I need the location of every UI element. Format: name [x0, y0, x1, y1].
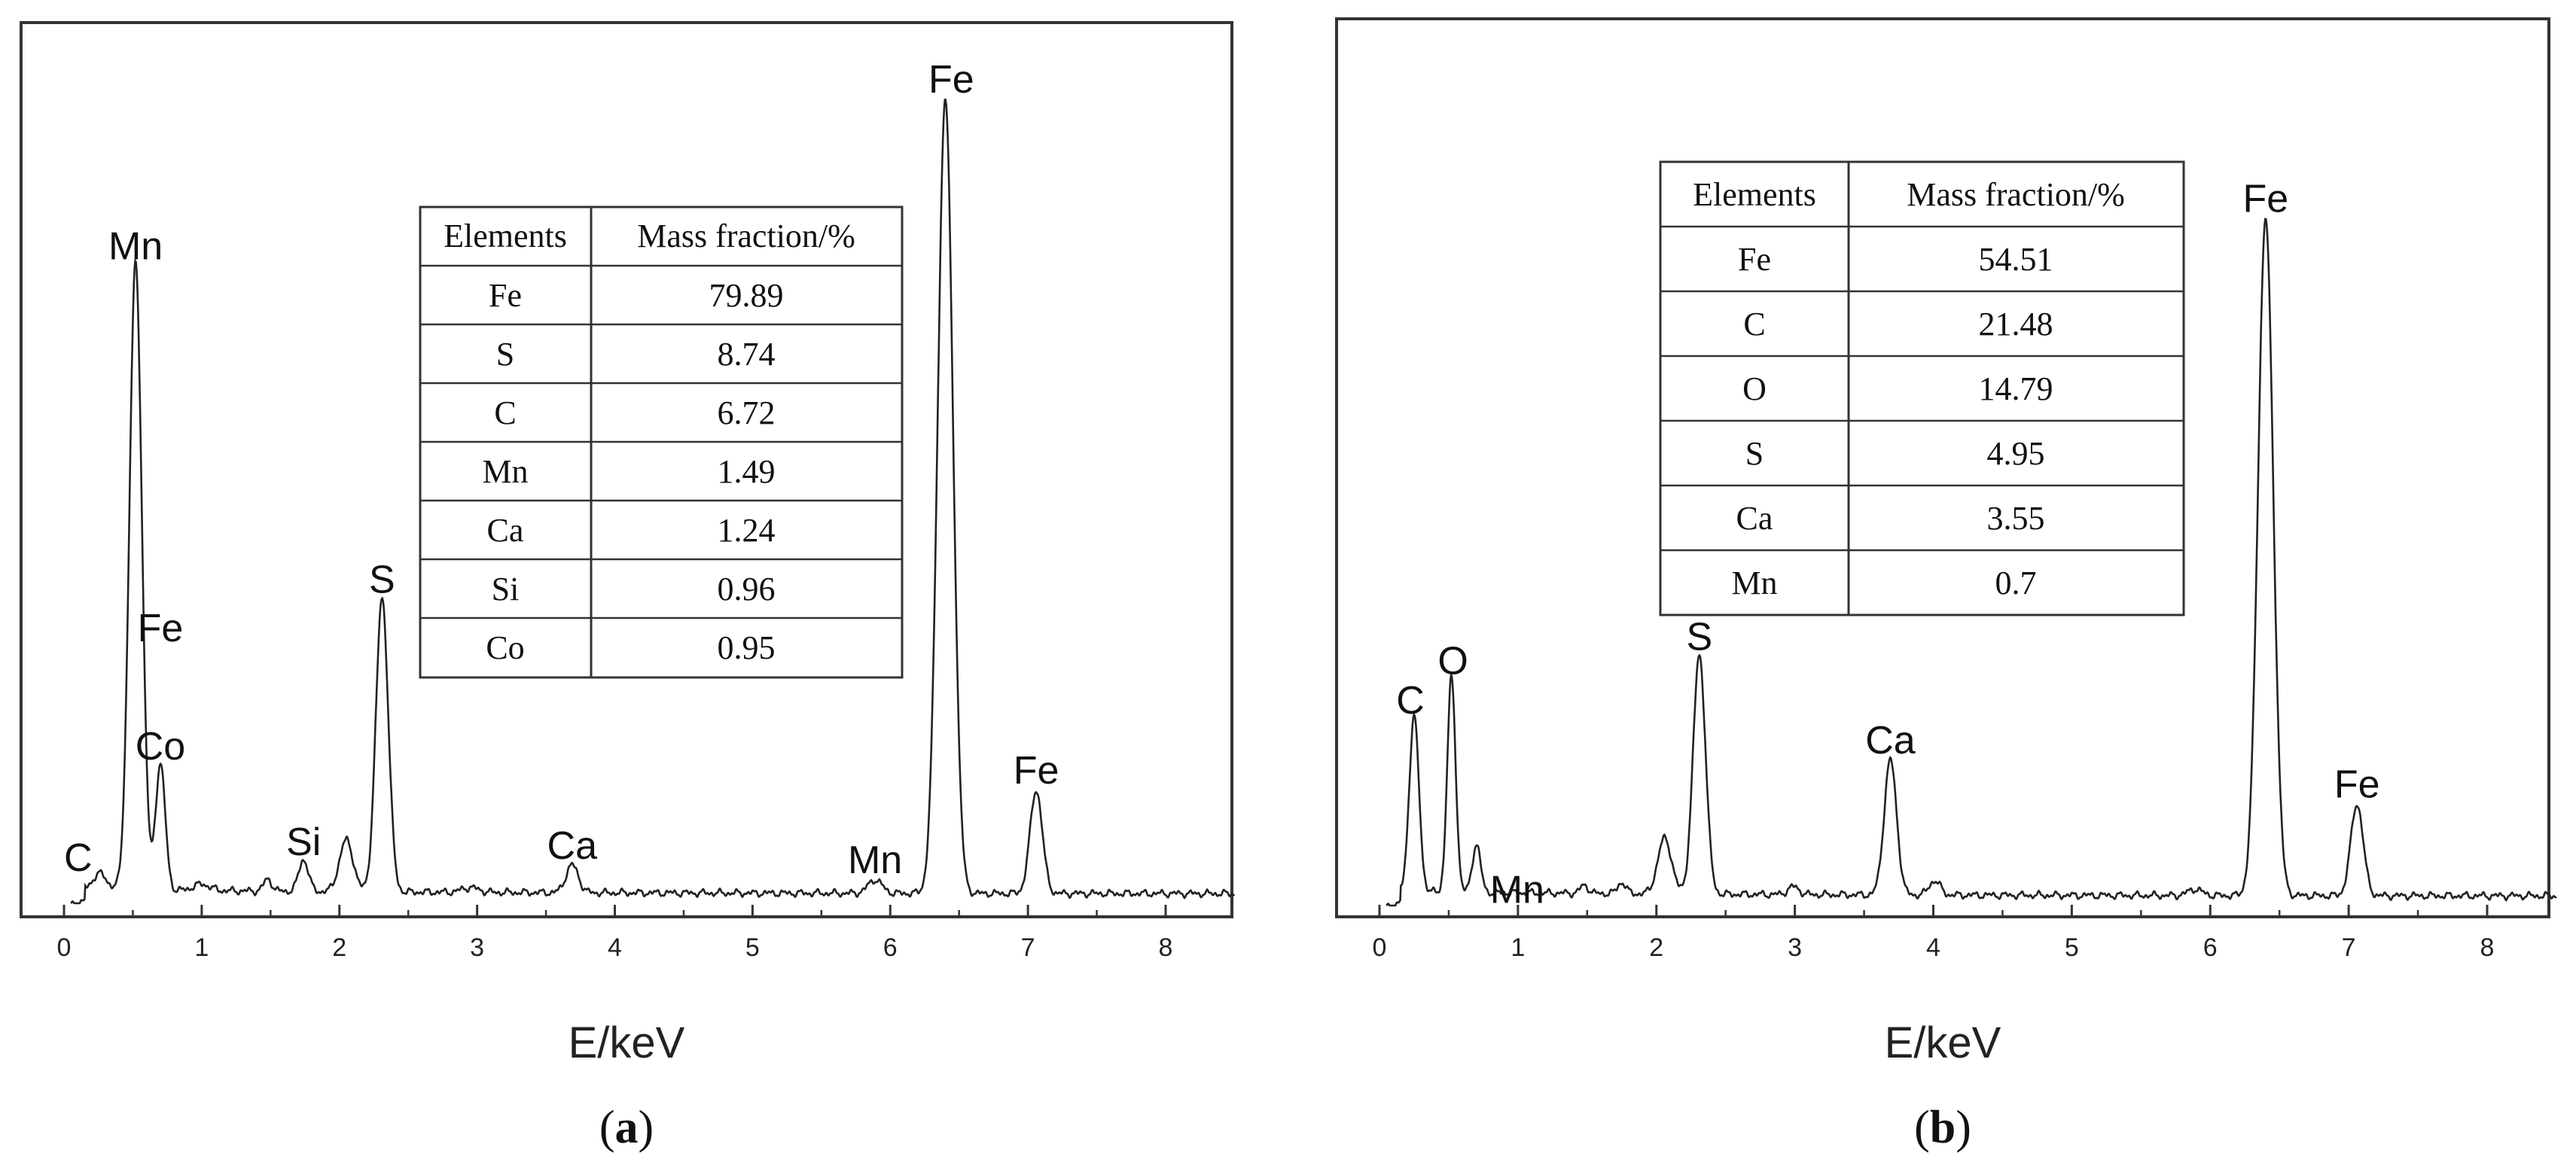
- table-a-cell-value: 0.95: [718, 629, 776, 666]
- mass-fraction-table-b: Elements Mass fraction/% Fe 54.51 C 21.4…: [1659, 160, 2185, 616]
- peak-label-a: Si: [286, 820, 321, 864]
- table-b-cell-value: 54.51: [1979, 241, 2053, 278]
- spectrum-line-a: [70, 98, 1236, 905]
- x-tick-label-b: 0: [1373, 933, 1387, 962]
- panel-label-a: (a): [599, 1102, 654, 1153]
- table-b-cell-element: O: [1742, 370, 1767, 407]
- peak-label-a: Co: [136, 725, 185, 769]
- table-a-cell-element: Co: [486, 629, 524, 666]
- peak-label-a: Fe: [928, 58, 974, 102]
- mass-fraction-table-a: Elements Mass fraction/% Fe 79.89 S 8.74…: [419, 205, 904, 679]
- table-a-header-mass-fraction: Mass fraction/%: [637, 218, 855, 254]
- x-tick-label-b: 1: [1511, 933, 1525, 962]
- peak-label-a: Fe: [1014, 749, 1059, 793]
- table-a-cell-value: 6.72: [718, 394, 776, 431]
- peak-label-a: Ca: [547, 824, 598, 868]
- table-a-cell-element: Fe: [489, 277, 522, 314]
- table-b-cell-element: C: [1743, 306, 1765, 342]
- plot-frame-a: [20, 21, 1233, 918]
- x-tick-label-a: 0: [57, 933, 72, 962]
- x-axis-tick-labels-a: 0 1 2 3 4 5 6 7 8: [57, 933, 1173, 962]
- x-tick-label-a: 1: [194, 933, 209, 962]
- table-a-cell-value: 0.96: [718, 571, 776, 607]
- x-tick-label-b: 8: [2480, 933, 2495, 962]
- table-a-header-elements: Elements: [444, 218, 567, 254]
- table-b-cell-value: 0.7: [1995, 565, 2037, 601]
- x-tick-label-a: 5: [745, 933, 760, 962]
- table-b-cell-value: 4.95: [1987, 435, 2045, 472]
- x-tick-label-a: 3: [470, 933, 484, 962]
- panel-label-b: (b): [1914, 1102, 1971, 1153]
- plot-frame-b: [1335, 17, 2550, 918]
- peak-label-b: Mn: [1490, 869, 1544, 912]
- x-tick-label-a: 2: [332, 933, 346, 962]
- table-b-cell-element: S: [1745, 435, 1764, 472]
- table-a-cell-element: S: [496, 336, 514, 373]
- table-b-header-elements: Elements: [1693, 176, 1816, 213]
- x-axis-ticks-a: [62, 905, 1167, 917]
- x-tick-label-b: 7: [2342, 933, 2356, 962]
- peak-label-b: Fe: [2334, 763, 2380, 806]
- x-tick-label-a: 7: [1021, 933, 1035, 962]
- x-tick-label-b: 4: [1926, 933, 1940, 962]
- table-a-cell-value: 1.24: [718, 512, 776, 549]
- table-a-cell-value: 79.89: [709, 277, 784, 314]
- x-axis-ticks-b: [1378, 905, 2489, 917]
- peak-label-b: S: [1686, 616, 1712, 659]
- table-b-cell-value: 14.79: [1979, 370, 2053, 407]
- table-a-cell-element: C: [494, 394, 516, 431]
- x-axis-label-a: E/keV: [569, 1018, 685, 1067]
- table-a-cell-value: 1.49: [718, 453, 776, 490]
- table-b-cell-value: 21.48: [1979, 306, 2053, 342]
- table-b-header-mass-fraction: Mass fraction/%: [1907, 176, 2125, 213]
- x-tick-label-a: 6: [883, 933, 898, 962]
- peak-label-b: Fe: [2242, 178, 2288, 221]
- x-tick-label-b: 2: [1649, 933, 1663, 962]
- peak-label-a: Mn: [108, 225, 163, 269]
- x-tick-label-b: 3: [1788, 933, 1802, 962]
- peak-label-b: O: [1437, 639, 1468, 683]
- x-tick-label-b: 5: [2065, 933, 2079, 962]
- table-b-cell-element: Fe: [1738, 241, 1771, 278]
- table-a-cell-element: Mn: [482, 453, 528, 490]
- x-tick-label-a: 8: [1159, 933, 1173, 962]
- peak-label-b: Ca: [1865, 719, 1916, 763]
- x-tick-label-a: 4: [608, 933, 622, 962]
- peak-label-a: S: [369, 559, 395, 602]
- x-axis-tick-labels-b: 0 1 2 3 4 5 6 7 8: [1373, 933, 2495, 962]
- spectrum-line-b: [1386, 218, 2557, 907]
- peak-label-a: C: [64, 836, 93, 880]
- table-b-border: [1659, 160, 2185, 616]
- peak-label-a: Mn: [848, 839, 902, 882]
- table-b-cell-value: 3.55: [1987, 500, 2045, 537]
- table-b-cell-element: Ca: [1736, 500, 1773, 537]
- table-a-cell-element: Si: [492, 571, 520, 607]
- table-a-cell-value: 8.74: [718, 336, 776, 373]
- table-b-cell-element: Mn: [1731, 565, 1777, 601]
- peak-label-a: Fe: [138, 607, 184, 650]
- peak-label-b: C: [1396, 679, 1425, 723]
- table-a-cell-element: Ca: [487, 512, 524, 549]
- x-axis-label-b: E/keV: [1885, 1018, 2001, 1067]
- x-tick-label-b: 6: [2203, 933, 2218, 962]
